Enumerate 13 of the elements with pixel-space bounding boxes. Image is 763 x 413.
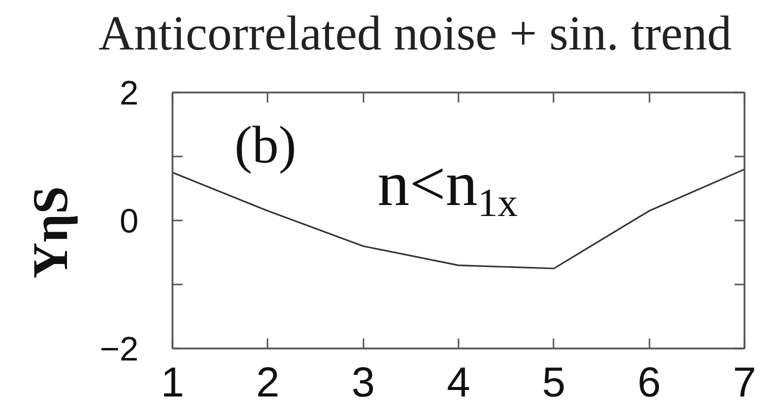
y-axis-title: YηS	[22, 186, 78, 278]
y-tick-label: 0	[120, 202, 139, 240]
annotation: (b)	[234, 116, 296, 174]
x-tick-label: 1	[160, 358, 184, 406]
y-tick-label: 2	[120, 74, 139, 112]
x-tick-label: 7	[732, 358, 756, 406]
x-tick-label: 2	[256, 358, 280, 406]
x-tick-label: 6	[637, 358, 661, 406]
y-tick-label: −2	[100, 330, 138, 368]
x-tick-label: 5	[542, 358, 566, 406]
chart-title: Anticorrelated noise + sin. trend	[98, 6, 732, 60]
x-tick-label: 3	[351, 358, 375, 406]
x-tick-label: 4	[446, 358, 470, 406]
